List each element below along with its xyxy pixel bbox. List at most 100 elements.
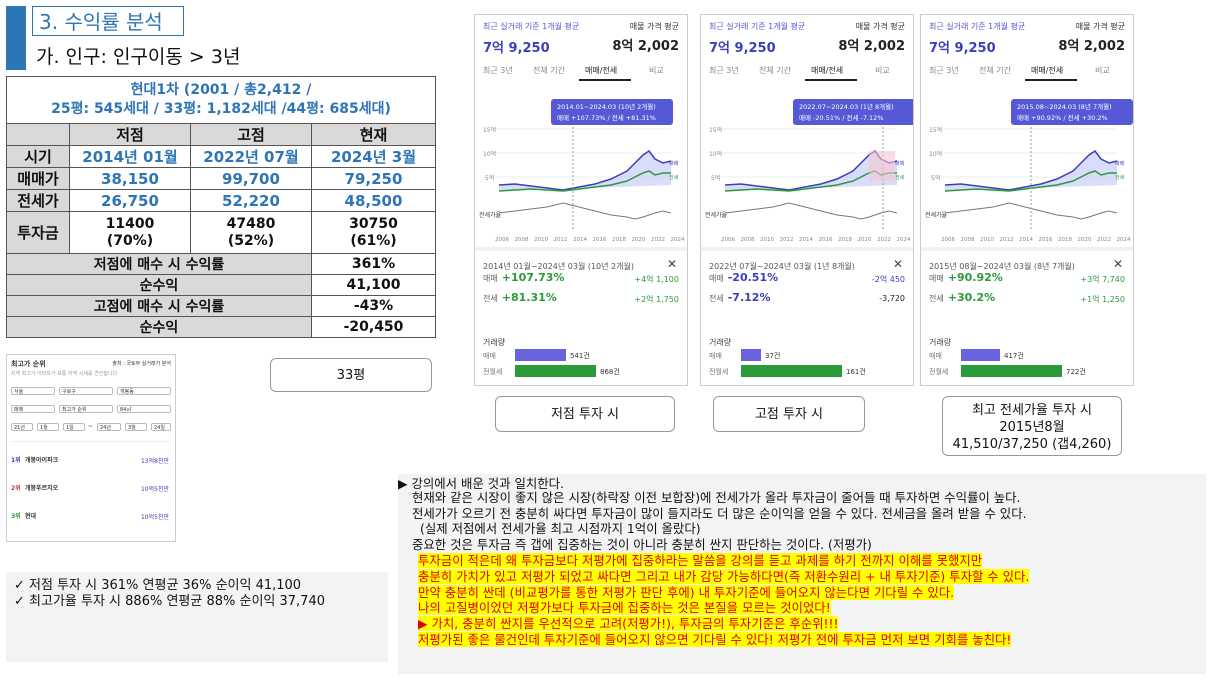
card-separator [921, 247, 1133, 251]
jeonse-change-pct: +81.31% [501, 291, 557, 304]
mini-price-2: 10억5천만 [140, 486, 169, 493]
note-line-2: 현재와 같은 시장이 좋지 않은 시장(하락장 이전 보합장)에 전세가가 올라… [412, 489, 1021, 505]
invest-high-amount: 47480 [226, 215, 276, 232]
mini-name-3[interactable]: 현대 [25, 513, 37, 520]
x-tick-label: 2014 [573, 237, 587, 243]
mini-filter-from-year[interactable]: 21년 [11, 423, 33, 431]
tab-all-period[interactable]: 전체 기간 [533, 66, 565, 75]
cell-invest-low: 11400 (70%) [69, 211, 191, 254]
mini-filter-type[interactable]: 매매 [11, 405, 55, 413]
volume-rent-value: 722건 [1066, 368, 1086, 376]
subtitle: 가. 인구: 인구이동 > 3년 [36, 46, 241, 68]
tab-recent-3y[interactable]: 최근 3년 [929, 66, 959, 75]
cell-period-low: 2014년 01월 [69, 145, 191, 168]
jeonse-change-label: 전세 [709, 294, 724, 303]
top-price-ranking-screenshot: 최고가 순위 출처 : 국토부 실거래가 분석 지역 최고가 아파트가 보통 지… [6, 354, 176, 542]
mini-filter-size[interactable]: 84㎡ [117, 405, 171, 413]
cell-sale-now: 79,250 [311, 167, 436, 190]
profit-analysis-table: 현대1차 (2001 / 총2,412 / 25평: 545세대 / 33평: … [6, 76, 436, 338]
mini-filter-from-day[interactable]: 1일 [63, 423, 85, 431]
sale-change-label: 매매 [483, 274, 498, 283]
card-top-title: 최근 실거래 기준 1개월 평균 [929, 22, 1026, 31]
caption-max-jeonse-invest: 최고 전세가율 투자 시 2015년8월 41,510/37,250 (갭4,2… [942, 396, 1122, 456]
note-line-1: ▶ 강의에서 배운 것과 일치한다. [398, 476, 565, 491]
card-recent-price: 7억 9,250 [929, 41, 996, 56]
close-icon[interactable]: ✕ [1112, 257, 1123, 271]
note-line-8-text: 만약 충분히 싼데 (비교평가를 통한 저평가 판단 후에) 내 투자기준에 들… [418, 584, 955, 600]
invest-now-pct: (61%) [350, 232, 397, 249]
tab-all-period[interactable]: 전체 기간 [979, 66, 1011, 75]
jeonse-change-label: 전세 [483, 294, 498, 303]
tab-recent-3y[interactable]: 최근 3년 [483, 66, 513, 75]
card-tabs: 최근 3년 전체 기간 매매/전세 비교 [475, 63, 687, 81]
close-icon[interactable]: ✕ [892, 257, 903, 271]
x-tick-label: 2012 [1000, 237, 1014, 243]
mini-filter-dong[interactable]: 개봉동 [117, 387, 171, 395]
close-icon[interactable]: ✕ [666, 257, 677, 271]
mini-filter-city[interactable]: 서울 [11, 387, 55, 395]
volume-sale-label: 매매 [929, 352, 942, 360]
volume-rent-label: 전월세 [709, 368, 729, 376]
volume-title: 거래량 [709, 338, 732, 347]
sale-change-row: 매매 +107.73% [483, 271, 564, 284]
row-label-jeonse: 전세가 [6, 189, 70, 212]
card-avg-label: 매물 가격 평균 [855, 22, 905, 31]
y-label-10: 10억 [709, 150, 722, 158]
jeonse-line [498, 170, 671, 192]
caption-max-line1: 최고 전세가율 투자 시 [971, 403, 1093, 418]
sale-change-amount: -2억 450 [871, 275, 905, 284]
legend-sale: 매매 [1115, 160, 1125, 167]
volume-sale-value: 37건 [765, 352, 781, 360]
x-tick-label: 2018 [838, 237, 852, 243]
cell-jeonse-low: 26,750 [69, 189, 191, 212]
mini-filter-sort[interactable]: 최고가 순위 [59, 405, 113, 413]
card-avg-price: 8억 2,002 [838, 39, 905, 54]
volume-sale-bar [515, 349, 566, 361]
tab-sale-jeonse[interactable]: 매매/전세 [585, 66, 618, 75]
card-avg-price: 8억 2,002 [612, 39, 679, 54]
invest-low-amount: 11400 [105, 215, 155, 232]
mini-filter-to-year[interactable]: 24년 [97, 423, 121, 431]
mini-name-1[interactable]: 개봉아이파크 [25, 457, 59, 464]
active-tab-underline [1025, 79, 1077, 81]
jeonse-change-pct: -7.12% [727, 291, 771, 304]
mini-filter-to-month[interactable]: 3월 [125, 423, 147, 431]
tab-compare[interactable]: 비교 [1095, 66, 1110, 75]
mini-rank-3: 3위 [11, 513, 21, 520]
mini-name-2[interactable]: 개봉푸르지오 [25, 485, 59, 492]
label-33-pyeong: 33평 [270, 358, 432, 392]
volume-rent-bar [961, 365, 1062, 377]
tooltip-change: 매매 +90.92% / 전세 +30.2% [1017, 113, 1108, 122]
sale-change-amount: +3억 7,740 [1080, 275, 1125, 284]
caption-max-line2: 2015년8월 [999, 420, 1065, 435]
card-avg-label: 매물 가격 평균 [629, 22, 679, 31]
period-tooltip [551, 99, 673, 125]
x-tick-label: 2014 [799, 237, 813, 243]
note-line-11-text: 저평가된 좋은 물건인데 투자기준에 들어오지 않으면 기다릴 수 있다! 저평… [418, 631, 1012, 647]
tab-compare[interactable]: 비교 [875, 66, 890, 75]
y-label-15: 15억 [929, 126, 942, 134]
volume-sale-value: 417건 [1004, 352, 1024, 360]
header-blank [6, 123, 70, 146]
jeonse-ratio-label: 전세가율 [705, 211, 728, 219]
tab-compare[interactable]: 비교 [649, 66, 664, 75]
tab-recent-3y[interactable]: 최근 3년 [709, 66, 739, 75]
tab-sale-jeonse[interactable]: 매매/전세 [811, 66, 844, 75]
sale-change-pct: -20.51% [727, 271, 779, 284]
x-tick-label: 2010 [534, 237, 548, 243]
invest-now-amount: 30750 [349, 215, 398, 232]
summary-label-high-return: 고점에 매수 시 수익률 [6, 295, 312, 317]
lesson-notes: ▶ 강의에서 배운 것과 일치한다. 현재와 같은 시장이 좋지 않은 시장(하… [398, 474, 1206, 674]
tab-sale-jeonse[interactable]: 매매/전세 [1031, 66, 1064, 75]
mini-filter-to-day[interactable]: 24일 [151, 423, 171, 431]
tooltip-change: 매매 +107.73% / 전세 +81.31% [557, 113, 656, 122]
card-recent-price: 7억 9,250 [483, 41, 550, 56]
sale-change-amount: +4억 1,100 [634, 275, 679, 284]
x-tick-label: 2008 [741, 237, 755, 243]
mini-filter-from-month[interactable]: 1월 [37, 423, 59, 431]
tab-all-period[interactable]: 전체 기간 [759, 66, 791, 75]
tooltip-period: 2015.08~2024.03 (8년 7개월) [1017, 102, 1112, 111]
col-header-now: 현재 [311, 123, 436, 146]
mini-filter-district[interactable]: 구로구 [59, 387, 113, 395]
note-line-9-text: 나의 고질병이었던 저평가보다 투자금에 집중하는 것은 본질을 모르는 것이었… [418, 600, 831, 616]
